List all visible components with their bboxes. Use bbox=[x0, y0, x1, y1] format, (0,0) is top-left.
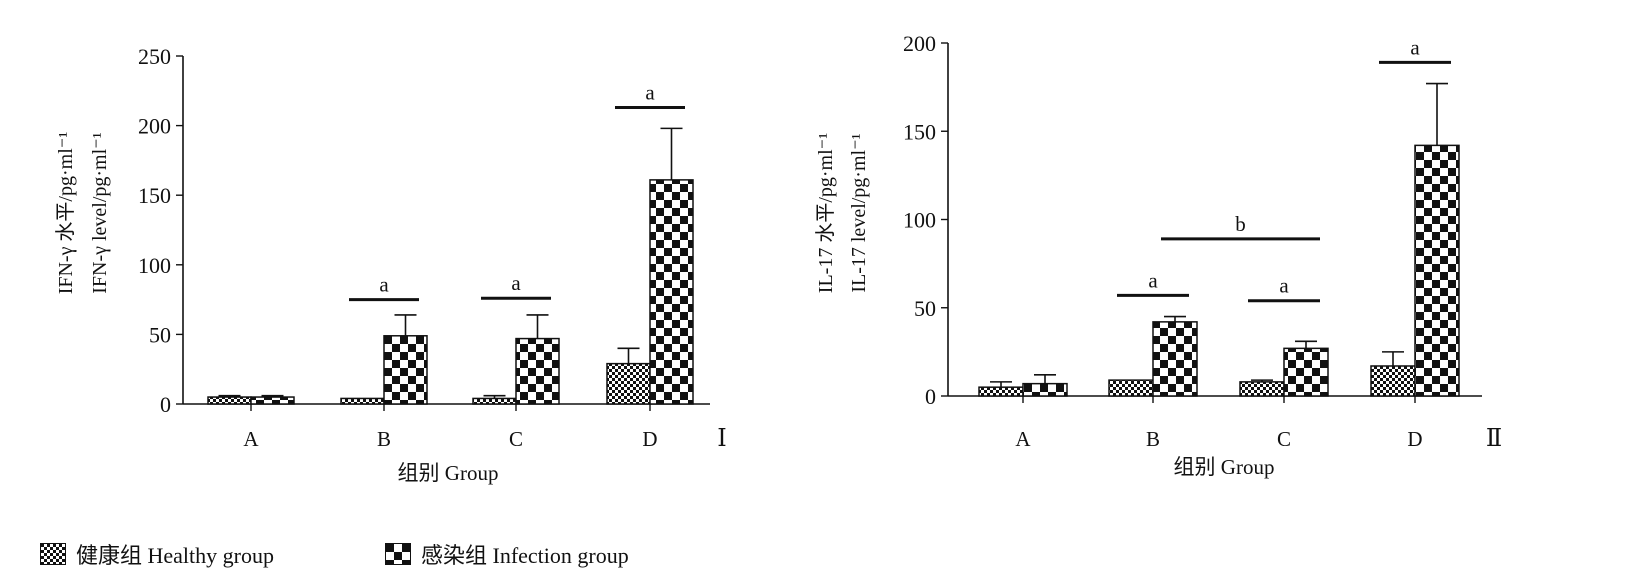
y-axis-label: IFN-γ 水平/pg·ml⁻¹ bbox=[54, 132, 77, 295]
bar-infection bbox=[383, 335, 428, 405]
bar-infection bbox=[1022, 382, 1068, 397]
y-axis-label: IL-17 水平/pg·ml⁻¹ bbox=[814, 133, 837, 293]
x-tick-label: A bbox=[243, 427, 259, 451]
bar-healthy bbox=[1239, 381, 1285, 397]
legend-healthy: 健康组 Healthy group bbox=[40, 538, 274, 570]
x-tick-label: A bbox=[1015, 427, 1031, 451]
y-axis-label: IL-17 level/pg·ml⁻¹ bbox=[848, 133, 870, 292]
significance-label: a bbox=[1279, 274, 1289, 298]
significance-label: a bbox=[645, 81, 655, 105]
y-tick-label: 0 bbox=[160, 392, 171, 417]
significance-label: a bbox=[379, 273, 389, 297]
y-tick-label: 0 bbox=[925, 384, 936, 409]
bar-infection bbox=[649, 179, 694, 405]
x-tick-label: B bbox=[377, 427, 391, 451]
legend-infection-label: 感染组 Infection group bbox=[421, 543, 629, 568]
y-tick-label: 100 bbox=[903, 208, 936, 233]
significance-label: a bbox=[1148, 268, 1158, 292]
bar-healthy bbox=[606, 362, 651, 405]
bar-infection bbox=[250, 396, 295, 405]
x-tick-label: B bbox=[1146, 427, 1160, 451]
bar-infection bbox=[1283, 347, 1329, 397]
y-tick-label: 50 bbox=[914, 296, 936, 321]
bar-healthy bbox=[472, 397, 517, 405]
bar-healthy bbox=[340, 397, 385, 405]
x-axis-label: 组别 Group bbox=[398, 461, 499, 485]
x-axis-label: 组别 Group bbox=[1174, 455, 1275, 479]
y-tick-label: 200 bbox=[138, 114, 171, 139]
x-tick-label: C bbox=[509, 427, 523, 451]
significance-label: a bbox=[511, 271, 521, 295]
bar-healthy bbox=[1370, 365, 1416, 397]
bar-infection bbox=[1414, 144, 1460, 397]
panel-label: Ⅱ bbox=[1486, 426, 1502, 452]
y-tick-label: 100 bbox=[138, 253, 171, 278]
y-tick-label: 150 bbox=[903, 119, 936, 144]
panel-label: Ⅰ bbox=[717, 426, 726, 452]
bar-healthy bbox=[207, 396, 252, 405]
y-axis-label: IFN-γ level/pg·ml⁻¹ bbox=[89, 132, 111, 293]
bar-healthy bbox=[978, 386, 1024, 397]
bar-infection bbox=[1152, 321, 1198, 397]
x-tick-label: C bbox=[1277, 427, 1291, 451]
legend-infection: 感染组 Infection group bbox=[385, 538, 629, 570]
bar-healthy bbox=[1108, 379, 1154, 397]
x-tick-label: D bbox=[642, 427, 657, 451]
x-tick-label: D bbox=[1407, 427, 1422, 451]
y-tick-label: 150 bbox=[138, 183, 171, 208]
y-tick-label: 50 bbox=[149, 322, 171, 347]
significance-label: a bbox=[1410, 35, 1420, 59]
legend-infection-swatch bbox=[385, 543, 411, 565]
significance-label: b bbox=[1235, 212, 1246, 236]
bar-infection bbox=[515, 337, 560, 405]
legend-healthy-label: 健康组 Healthy group bbox=[76, 543, 274, 568]
y-tick-label: 250 bbox=[138, 44, 171, 69]
chart-il-17: 0 50 100 150 200 A B C Da b a a IL-17 水平/pg·ml⁻¹ IL-1… bbox=[814, 31, 1502, 479]
chart-ifn-gamma: 0 50 100 150 200 250 A B C Da a a IFN-γ 水平/pg·ml⁻¹ IF… bbox=[54, 44, 727, 485]
y-tick-label: 200 bbox=[903, 31, 936, 56]
legend-healthy-swatch bbox=[40, 543, 66, 565]
